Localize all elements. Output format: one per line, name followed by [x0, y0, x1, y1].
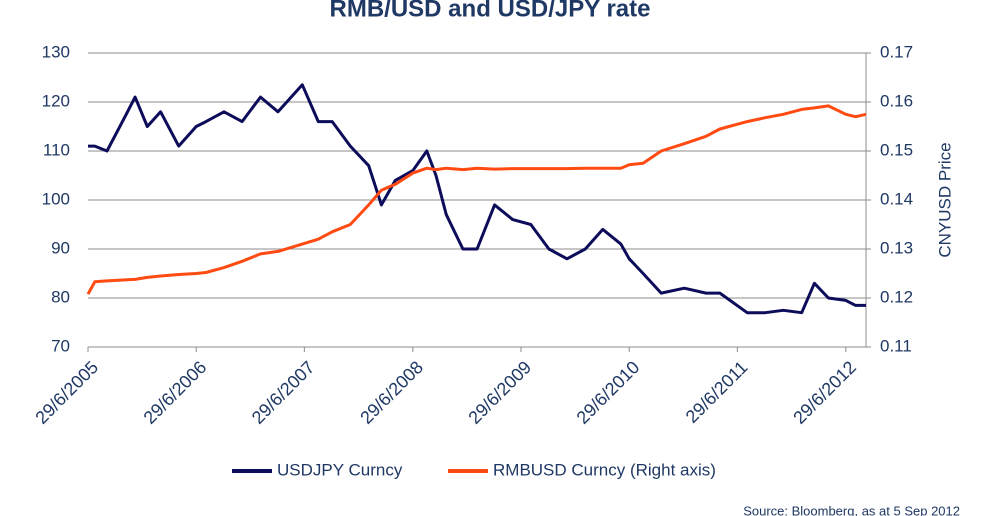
y-tick-label: 80: [51, 287, 70, 306]
y2-tick-label: 0.17: [880, 42, 913, 61]
legend-label: USDJPY Curncy: [277, 460, 403, 479]
series-line: [88, 83, 866, 315]
x-tick-label: 29/6/2011: [682, 357, 752, 427]
x-tick-label: 29/6/2009: [464, 357, 535, 428]
y-tick-label: 70: [51, 336, 70, 355]
y2-tick-label: 0.13: [880, 238, 913, 257]
x-tick-label: 29/6/2005: [31, 357, 102, 428]
series-line: [86, 104, 867, 295]
y2-axis-label: CNYUSD Price: [935, 142, 954, 257]
y2-tick-label: 0.11: [880, 336, 912, 355]
y2-tick-label: 0.15: [880, 140, 913, 159]
y-tick-label: 90: [51, 238, 70, 257]
y-tick-label: 110: [43, 140, 70, 159]
source-note: Source: Bloomberg, as at 5 Sep 2012: [743, 503, 960, 516]
y-tick-label: 130: [42, 42, 70, 61]
y2-tick-label: 0.16: [880, 91, 913, 110]
x-tick-label: 29/6/2007: [248, 357, 319, 428]
y-tick-label: 100: [42, 189, 70, 208]
legend-label: RMBUSD Curncy (Right axis): [493, 460, 716, 479]
y2-tick-label: 0.12: [880, 287, 913, 306]
x-tick-label: 29/6/2006: [140, 357, 211, 428]
x-tick-label: 29/6/2012: [789, 357, 860, 428]
x-tick-label: 29/6/2008: [356, 357, 427, 428]
x-tick-label: 29/6/2010: [573, 357, 644, 428]
chart-title: RMB/USD and USD/JPY rate: [330, 0, 651, 22]
y-tick-label: 120: [42, 91, 70, 110]
y2-tick-label: 0.14: [880, 189, 913, 208]
